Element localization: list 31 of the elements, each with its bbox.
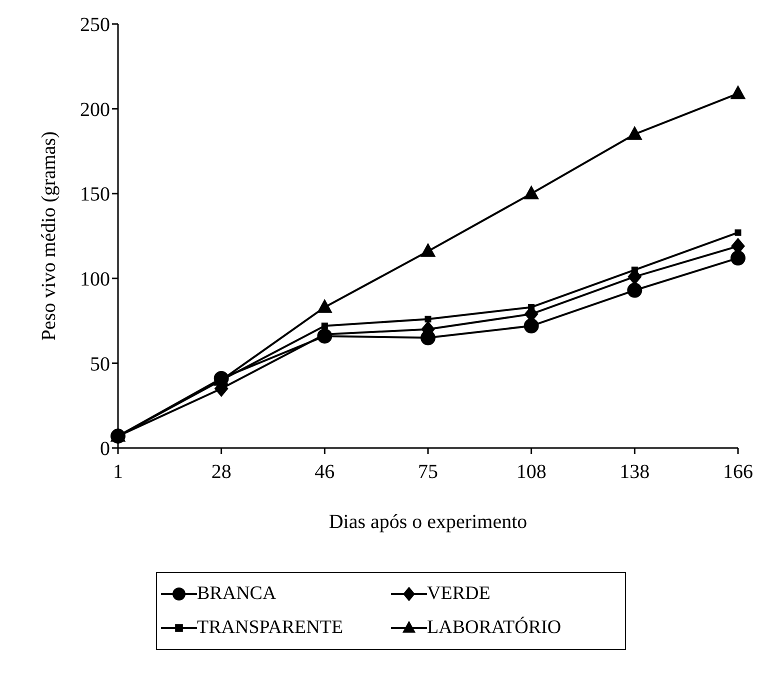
y-tick-label: 150 [80, 184, 110, 206]
y-tick-label: 250 [80, 14, 110, 36]
legend-label: LABORATÓRIO [427, 617, 562, 639]
x-tick-label: 166 [723, 461, 753, 484]
point [626, 126, 642, 140]
point [317, 328, 332, 344]
y-tick-label: 50 [90, 353, 110, 376]
legend-label: TRANSPARENTE [197, 617, 344, 639]
point [730, 85, 746, 100]
x-tick-label: 138 [620, 461, 650, 484]
point [734, 229, 742, 236]
x-tick-label: 75 [418, 461, 438, 484]
y-tick-label: 200 [80, 98, 110, 121]
y-tick-label: 100 [80, 268, 110, 290]
point [627, 282, 642, 298]
x-tick-label: 46 [314, 461, 335, 484]
x-tick-label: 28 [211, 461, 232, 484]
point [420, 242, 436, 257]
x-tick-label: 108 [516, 461, 546, 484]
point [424, 316, 432, 322]
legend-label: BRANCA [197, 583, 276, 605]
point [420, 330, 436, 346]
point [730, 250, 746, 266]
y-axis-title: Peso vivo médio (gramas) [38, 131, 60, 341]
point [316, 298, 332, 313]
y-tick-label: 0 [100, 438, 110, 460]
x-axis-title: Dias após o experimento [328, 511, 528, 533]
point [524, 318, 539, 334]
point [524, 185, 540, 200]
legend-label: VERDE [427, 583, 490, 605]
x-tick-label: 1 [113, 461, 123, 484]
